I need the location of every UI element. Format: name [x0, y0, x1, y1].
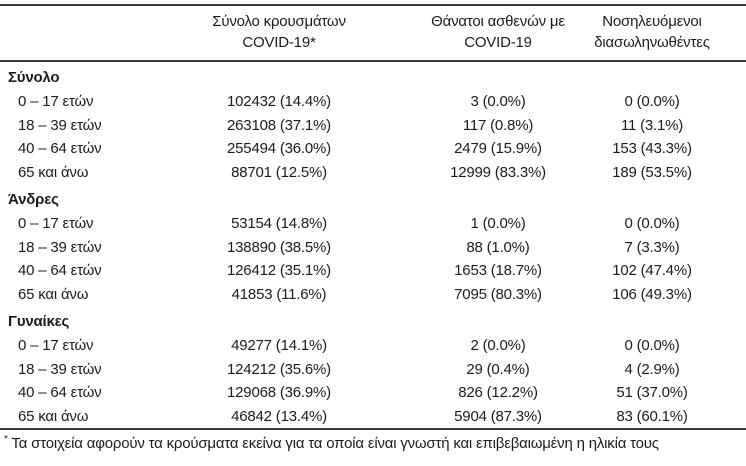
- age-label: 40 – 64 ετών: [18, 384, 102, 401]
- table-row: 65 και άνω 46842 (13.4%) 5904 (87.3%) 83…: [0, 405, 746, 430]
- age-label: 0 – 17 ετών: [18, 93, 94, 110]
- deaths-value: 5904 (87.3%): [454, 407, 542, 425]
- deaths-value: 117 (0.8%): [462, 116, 534, 134]
- deaths-value: 88 (1.0%): [466, 238, 530, 256]
- col-header-empty: [0, 5, 168, 62]
- age-label: 18 – 39 ετών: [18, 238, 102, 256]
- intubated-value: 189 (53.5%): [612, 163, 692, 181]
- table-row: 18 – 39 ετών 138890 (38.5%) 88 (1.0%) 7 …: [0, 236, 746, 260]
- col-header-cases-line1: Σύνολο κρουσμάτων: [212, 13, 346, 30]
- intubated-value: 51 (37.0%): [616, 384, 688, 401]
- table-row: 18 – 39 ετών 263108 (37.1%) 117 (0.8%) 1…: [0, 114, 746, 138]
- footnote-marker: *: [4, 434, 8, 445]
- age-label: 0 – 17 ετών: [18, 337, 94, 354]
- col-header-deaths: Θάνατοι ασθενών με COVID-19: [390, 5, 606, 62]
- age-label: 18 – 39 ετών: [18, 116, 102, 134]
- cases-value: 126412 (35.1%): [227, 262, 331, 279]
- covid-age-statistics-table: Σύνολο κρουσμάτων COVID-19* Θάνατοι ασθε…: [0, 4, 746, 430]
- age-label: 65 και άνω: [18, 163, 89, 181]
- group-label: Γυναίκες: [8, 312, 70, 330]
- group-header-row-men: Άνδρες: [0, 184, 746, 212]
- table-row: 0 – 17 ετών 53154 (14.8%) 1 (0.0%) 0 (0.…: [0, 212, 746, 236]
- cases-value: 46842 (13.4%): [231, 407, 327, 425]
- deaths-value: 1 (0.0%): [470, 215, 526, 232]
- intubated-value: 7 (3.3%): [624, 238, 680, 256]
- cases-value: 124212 (35.6%): [227, 360, 331, 378]
- footnote-text: Τα στοιχεία αφορούν τα κρούσματα εκείνα …: [11, 435, 659, 452]
- cases-value: 255494 (36.0%): [227, 140, 331, 157]
- intubated-value: 11 (3.1%): [620, 116, 684, 134]
- intubated-value: 0 (0.0%): [624, 337, 680, 354]
- deaths-value: 12999 (83.3%): [450, 163, 546, 181]
- col-header-cases: Σύνολο κρουσμάτων COVID-19*: [168, 5, 390, 62]
- cases-value: 102432 (14.4%): [227, 93, 331, 110]
- cases-value: 138890 (38.5%): [227, 238, 331, 256]
- cases-value: 53154 (14.8%): [231, 215, 327, 232]
- deaths-value: 826 (12.2%): [458, 384, 538, 401]
- intubated-value: 0 (0.0%): [624, 215, 680, 232]
- age-label: 0 – 17 ετών: [18, 215, 94, 232]
- cases-value: 88701 (12.5%): [231, 163, 327, 181]
- deaths-value: 2 (0.0%): [470, 337, 526, 354]
- age-label: 40 – 64 ετών: [18, 262, 102, 279]
- col-header-intubated-line1: Νοσηλευόμενοι: [602, 13, 702, 30]
- group-header-row-total: Σύνολο: [0, 61, 746, 90]
- age-label: 40 – 64 ετών: [18, 140, 102, 157]
- intubated-value: 0 (0.0%): [624, 93, 680, 110]
- group-header-row-women: Γυναίκες: [0, 306, 746, 334]
- deaths-value: 2479 (15.9%): [454, 140, 542, 157]
- cases-value: 263108 (37.1%): [227, 116, 331, 134]
- age-label: 18 – 39 ετών: [18, 360, 102, 378]
- header-row: Σύνολο κρουσμάτων COVID-19* Θάνατοι ασθε…: [0, 5, 746, 62]
- deaths-value: 1653 (18.7%): [454, 262, 542, 279]
- table-row: 65 και άνω 41853 (11.6%) 7095 (80.3%) 10…: [0, 283, 746, 307]
- footnote: * Τα στοιχεία αφορούν τα κρούσματα εκείν…: [0, 434, 746, 452]
- group-label: Σύνολο: [8, 68, 60, 86]
- age-label: 65 και άνω: [18, 285, 89, 303]
- col-header-deaths-line1: Θάνατοι ασθενών με: [431, 13, 565, 30]
- intubated-value: 153 (43.3%): [612, 140, 692, 157]
- intubated-value: 106 (49.3%): [612, 285, 692, 303]
- table-row: 0 – 17 ετών 49277 (14.1%) 2 (0.0%) 0 (0.…: [0, 334, 746, 358]
- deaths-value: 3 (0.0%): [470, 93, 526, 110]
- intubated-value: 102 (47.4%): [612, 262, 692, 279]
- table-row: 40 – 64 ετών 129068 (36.9%) 826 (12.2%) …: [0, 381, 746, 405]
- table-row: 18 – 39 ετών 124212 (35.6%) 29 (0.4%) 4 …: [0, 358, 746, 382]
- group-label: Άνδρες: [8, 190, 59, 208]
- deaths-value: 29 (0.4%): [466, 360, 530, 378]
- intubated-value: 83 (60.1%): [616, 407, 688, 425]
- intubated-value: 4 (2.9%): [624, 360, 680, 378]
- deaths-value: 7095 (80.3%): [454, 285, 542, 303]
- col-header-deaths-line2: COVID-19: [464, 34, 532, 51]
- cases-value: 49277 (14.1%): [231, 337, 327, 354]
- col-header-cases-line2: COVID-19*: [242, 34, 316, 51]
- age-label: 65 και άνω: [18, 407, 89, 425]
- col-header-intubated-line2: διασωληνωθέντες: [594, 34, 710, 51]
- table-row: 40 – 64 ετών 255494 (36.0%) 2479 (15.9%)…: [0, 137, 746, 161]
- table-row: 0 – 17 ετών 102432 (14.4%) 3 (0.0%) 0 (0…: [0, 90, 746, 114]
- cases-value: 41853 (11.6%): [231, 285, 327, 303]
- table-row: 65 και άνω 88701 (12.5%) 12999 (83.3%) 1…: [0, 161, 746, 185]
- table-row: 40 – 64 ετών 126412 (35.1%) 1653 (18.7%)…: [0, 259, 746, 283]
- cases-value: 129068 (36.9%): [227, 384, 331, 401]
- col-header-intubated: Νοσηλευόμενοι διασωληνωθέντες: [594, 5, 746, 62]
